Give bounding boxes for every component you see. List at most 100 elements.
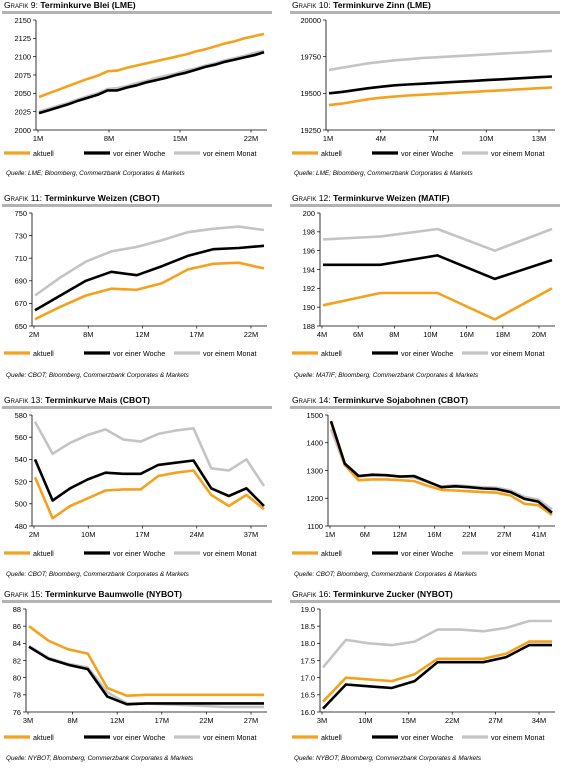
y-tick-label: 2150 [15,16,31,25]
series-vor-einem-monat-line [34,225,265,297]
chart-title: Grafik 13: Terminkurve Mais (CBOT) [4,395,150,405]
x-tick-label: 17M [190,330,204,339]
legend-label-series-vor-einer-woche: vor einer Woche [401,149,453,158]
series-vor-einem-monat-line [38,49,265,113]
y-tick-label: 19250 [300,126,321,135]
chart-title-text: Terminkurve Blei (LME) [40,0,136,10]
x-tick-label: 10M [358,716,372,725]
title-rule [290,600,560,603]
legend-label-series-aktuell: aktuell [33,549,54,558]
x-tick-label: 8M [389,330,399,339]
series-vor-einer-woche-line [38,51,265,115]
series-aktuell-line [28,625,264,697]
x-tick-label: 27M [497,530,511,539]
chart-baumwolle-nybot: 76 78 80 82 84 86 88 3M 8M 12M 17M 22M 27M aktuell vor… [4,605,267,742]
chart-mais-cbot: 480 500 520 540 560 580 2M 10M 17M 24M 37M aktuell v… [4,411,267,558]
y-tick-label: 750 [15,209,27,218]
y-tick-label: 690 [15,277,27,286]
y-tick-label: 198 [303,228,315,237]
y-tick-label: 1400 [307,439,323,448]
series-vor-einem-monat-line [328,49,553,72]
chart-number: Grafik 11: [4,193,43,203]
series-aktuell-line [328,86,553,107]
chart-source: Quelle: LME; Bloomberg, Commerzbank Corp… [294,170,473,177]
chart-panel-blei-lme: Grafik 9: Terminkurve Blei (LME) 2000 202… [2,0,272,190]
legend-label-series-vor-einem-monat: vor einem Monat [203,549,257,558]
y-tick-label: 480 [15,522,27,531]
y-tick-label: 1200 [307,494,323,503]
y-tick-label: 2000 [15,126,31,135]
y-tick-label: 2050 [15,89,31,98]
x-tick-label: 2M [29,330,39,339]
series-vor-einer-woche-line [328,75,553,95]
chart-title: Grafik 12: Terminkurve Weizen (MATIF) [292,193,450,203]
chart-number: Grafik 16: [292,589,331,599]
x-tick-label: 2M [29,530,39,539]
title-rule [2,600,272,603]
x-tick-label: 6M [360,530,370,539]
x-tick-label: 15M [402,716,416,725]
x-tick-label: 41M [532,530,546,539]
x-tick-label: 10M [423,330,437,339]
y-tick-label: 200 [303,209,315,218]
series-vor-einem-monat-line [322,227,553,253]
legend-label-series-vor-einer-woche: vor einer Woche [113,733,165,742]
legend-label-series-vor-einer-woche: vor einer Woche [113,349,165,358]
series-aktuell-line [38,32,265,99]
x-tick-label: 34M [532,716,546,725]
chart-title: Grafik 9: Terminkurve Blei (LME) [4,0,136,10]
x-tick-label: 1M [323,134,333,143]
chart-title: Grafik 15: Terminkurve Baumwolle (NYBOT) [4,589,182,599]
chart-title-text: Terminkurve Sojabohnen (CBOT) [333,395,469,405]
title-rule [290,204,560,207]
y-tick-label: 2125 [15,34,31,43]
x-tick-label: 24M [190,530,204,539]
y-tick-label: 19.0 [301,605,315,614]
y-tick-label: 18.5 [301,622,315,631]
legend-label-series-aktuell: aktuell [321,149,342,158]
title-rule [2,11,272,14]
y-tick-label: 19750 [300,52,321,61]
y-tick-label: 19500 [300,89,321,98]
chart-number: Grafik 10: [292,0,331,10]
chart-title-text: Terminkurve Mais (CBOT) [45,395,150,405]
y-tick-label: 560 [15,433,27,442]
y-tick-label: 650 [15,322,27,331]
y-tick-label: 18.0 [301,639,315,648]
y-tick-label: 2025 [15,107,31,116]
y-tick-label: 1100 [307,522,323,531]
x-tick-label: 17M [135,530,149,539]
y-tick-label: 500 [15,500,27,509]
x-tick-label: 27M [244,716,258,725]
y-tick-label: 86 [13,622,21,631]
chart-panel-zinn-lme: Grafik 10: Terminkurve Zinn (LME) 19250 1… [290,0,560,190]
y-tick-label: 540 [15,455,27,464]
series-vor-einer-woche-line [28,645,264,706]
y-tick-label: 2075 [15,71,31,80]
chart-source: Quelle: NYBOT; Bloomberg, Commerzbank Co… [294,755,482,762]
legend-label-series-aktuell: aktuell [33,733,54,742]
x-tick-label: 22M [199,716,213,725]
title-rule [2,406,272,409]
legend-label-series-aktuell: aktuell [33,349,54,358]
series-vor-einer-woche-line [329,420,553,514]
y-tick-label: 2100 [15,52,31,61]
chart-title-text: Terminkurve Zinn (LME) [333,0,431,10]
x-tick-label: 22M [244,330,258,339]
legend-label-series-vor-einem-monat: vor einem Monat [491,349,545,358]
chart-zinn-lme: 19250 19500 19750 20000 1M 4M 7M 10M 13M aktuell v… [292,16,555,158]
chart-number: Grafik 9: [4,0,38,10]
chart-title-text: Terminkurve Baumwolle (NYBOT) [45,589,182,599]
series-aktuell-line [322,287,553,321]
chart-panel-weizen-cbot: Grafik 11: Terminkurve Weizen (CBOT) 650… [2,193,272,383]
y-tick-label: 88 [13,605,21,614]
x-tick-label: 27M [488,716,502,725]
x-tick-label: 18M [496,330,510,339]
legend-label-series-vor-einem-monat: vor einem Monat [491,149,545,158]
series-aktuell-line [33,469,265,520]
series-vor-einem-monat-line [28,644,264,709]
chart-source: Quelle: CBOT; Bloomberg, Commerzbank Cor… [6,571,189,578]
y-tick-label: 16.5 [301,691,315,700]
x-tick-label: 8M [104,134,114,143]
series-vor-einer-woche-line [34,244,265,312]
